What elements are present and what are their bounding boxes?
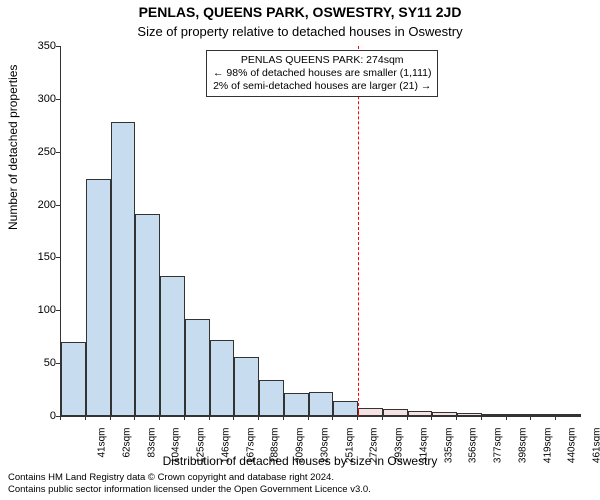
histogram-bar [309, 392, 334, 416]
x-tick-mark [357, 416, 358, 420]
y-tick-label: 200 [16, 199, 56, 211]
chart-container: PENLAS, QUEENS PARK, OSWESTRY, SY11 2JD … [0, 0, 600, 500]
x-tick-mark [233, 416, 234, 420]
attribution-line-1: Contains HM Land Registry data © Crown c… [8, 472, 371, 484]
histogram-bar [358, 408, 383, 416]
x-tick-mark [258, 416, 259, 420]
x-tick-mark [481, 416, 482, 420]
y-tick-label: 300 [16, 93, 56, 105]
y-tick-label: 350 [16, 40, 56, 52]
histogram-bar [160, 276, 185, 416]
y-tick-mark [56, 99, 60, 100]
x-tick-mark [60, 416, 61, 420]
x-tick-mark [184, 416, 185, 420]
histogram-bar [482, 414, 507, 416]
y-tick-label: 0 [16, 410, 56, 422]
y-tick-mark [56, 310, 60, 311]
histogram-bar [284, 393, 309, 416]
histogram-bar [185, 319, 210, 416]
histogram-bar [210, 340, 235, 416]
x-tick-mark [456, 416, 457, 420]
legend-line-1: PENLAS QUEENS PARK: 274sqm [213, 54, 431, 67]
y-tick-mark [56, 363, 60, 364]
chart-title: PENLAS, QUEENS PARK, OSWESTRY, SY11 2JD [0, 4, 600, 20]
histogram-bar [61, 342, 86, 416]
histogram-bar [531, 414, 556, 416]
x-tick-mark [332, 416, 333, 420]
y-tick-mark [56, 205, 60, 206]
x-tick-mark [555, 416, 556, 420]
y-tick-mark [56, 257, 60, 258]
x-axis-label: Distribution of detached houses by size … [0, 454, 600, 468]
y-tick-mark [56, 46, 60, 47]
legend-line-3: 2% of semi-detached houses are larger (2… [213, 80, 431, 93]
histogram-bar [457, 413, 482, 416]
histogram-bar [234, 357, 259, 416]
chart-subtitle: Size of property relative to detached ho… [0, 24, 600, 39]
y-tick-mark [56, 152, 60, 153]
x-tick-mark [209, 416, 210, 420]
marker-line [358, 46, 359, 416]
histogram-bar [111, 122, 136, 416]
histogram-bar [333, 401, 358, 416]
attribution-line-2: Contains public sector information licen… [8, 484, 371, 496]
x-tick-mark [431, 416, 432, 420]
x-tick-mark [530, 416, 531, 420]
x-tick-mark [506, 416, 507, 420]
x-tick-mark [85, 416, 86, 420]
attribution: Contains HM Land Registry data © Crown c… [8, 472, 371, 496]
legend-box: PENLAS QUEENS PARK: 274sqm ← 98% of deta… [206, 50, 438, 97]
histogram-bar [135, 214, 160, 416]
bars-group [61, 46, 581, 416]
x-tick-mark [382, 416, 383, 420]
histogram-bar [507, 414, 532, 416]
histogram-bar [383, 409, 408, 416]
histogram-bar [432, 412, 457, 416]
x-tick-mark [110, 416, 111, 420]
histogram-bar [259, 380, 284, 416]
x-tick-mark [159, 416, 160, 420]
x-tick-mark [283, 416, 284, 420]
x-tick-mark [308, 416, 309, 420]
x-tick-mark [134, 416, 135, 420]
legend-line-2: ← 98% of detached houses are smaller (1,… [213, 67, 431, 80]
y-tick-label: 100 [16, 304, 56, 316]
plot-area: PENLAS QUEENS PARK: 274sqm ← 98% of deta… [60, 46, 581, 417]
y-tick-label: 150 [16, 251, 56, 263]
y-tick-label: 50 [16, 357, 56, 369]
histogram-bar [556, 414, 581, 416]
histogram-bar [408, 411, 433, 416]
x-tick-mark [407, 416, 408, 420]
y-tick-label: 250 [16, 146, 56, 158]
histogram-bar [86, 179, 111, 416]
